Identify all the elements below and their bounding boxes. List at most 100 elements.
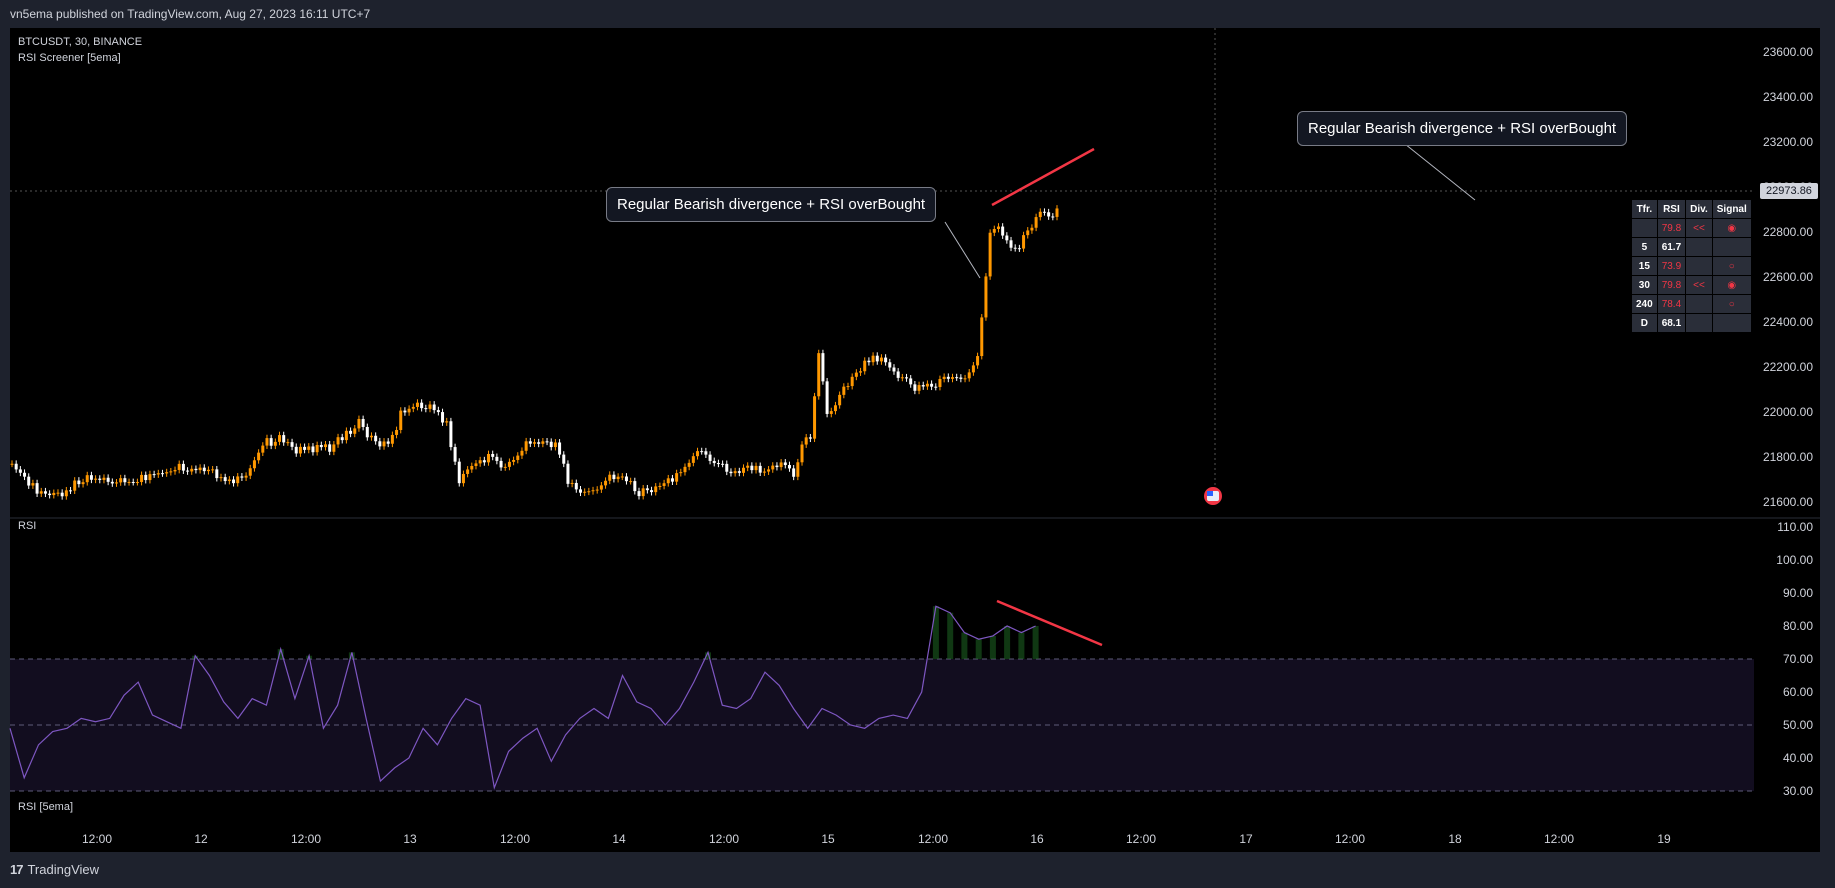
candle-body [984, 276, 988, 318]
candle-body [879, 357, 883, 362]
candle-body [838, 394, 842, 406]
row-div: << [1686, 219, 1712, 237]
candle-body [1038, 211, 1042, 218]
candle-body [821, 353, 825, 382]
row-signal-icon: ◉ [1712, 219, 1751, 237]
candle-body [119, 478, 123, 483]
header-rsi: RSI [1657, 200, 1686, 218]
candle-body [725, 463, 729, 472]
screener-row: 15 73.9 ○ [1632, 257, 1751, 275]
candle-body [336, 437, 340, 445]
candle-body [562, 454, 566, 464]
row-rsi: 79.8 [1657, 276, 1686, 294]
candle-body [712, 460, 716, 464]
price-axis-label: 22200.00 [1763, 360, 1813, 374]
candle-body [854, 372, 858, 377]
candle-body [223, 477, 227, 482]
candle-body [604, 480, 608, 486]
candle-body [516, 455, 520, 460]
candle-body [374, 435, 378, 442]
indicator-legend[interactable]: RSI Screener [5ema] [18, 52, 121, 64]
candle-body [570, 482, 574, 484]
time-axis-label: 12:00 [1544, 832, 1574, 846]
candle-body [541, 441, 545, 444]
price-axis-label: 22800.00 [1763, 225, 1813, 239]
candle-body [683, 466, 687, 473]
row-rsi: 73.9 [1657, 257, 1686, 275]
rsi-axis-label: 40.00 [1783, 751, 1813, 765]
candle-body [796, 462, 800, 477]
candle-body [466, 469, 470, 474]
candle-body [528, 441, 532, 444]
candle-body [127, 481, 131, 483]
candle-body [553, 442, 557, 448]
candle-body [85, 475, 89, 483]
time-axis-label: 17 [1239, 832, 1253, 846]
screener-row: 30 79.8 << ◉ [1632, 276, 1751, 294]
price-axis-label: 21800.00 [1763, 450, 1813, 464]
candle-body [328, 444, 332, 452]
candle-body [415, 402, 419, 407]
tradingview-brand[interactable]: 17 TradingView [10, 862, 99, 877]
candle-body [520, 450, 524, 456]
candle-body [662, 483, 666, 486]
candle-body [608, 474, 612, 481]
candle-body [18, 469, 22, 473]
symbol-legend[interactable]: BTCUSDT, 30, BINANCE [18, 36, 143, 48]
candle-body [123, 478, 127, 483]
row-tf: 30 [1632, 276, 1657, 294]
time-axis-label: 12:00 [291, 832, 321, 846]
candle-body [441, 412, 445, 423]
candle-body [420, 402, 424, 409]
candle-body [1055, 208, 1059, 217]
candle-body [892, 367, 896, 372]
candle-body [470, 465, 474, 470]
candle-body [524, 441, 528, 451]
rsi-divergence-line [996, 599, 1103, 647]
candle-body [140, 474, 144, 483]
candle-body [645, 488, 649, 491]
candle-body [574, 482, 578, 490]
time-axis-label: 15 [821, 832, 835, 846]
candle-body [675, 473, 679, 482]
candle-body [395, 429, 399, 435]
candle-body [324, 444, 327, 448]
candle-body [946, 376, 950, 379]
candle-body [60, 492, 64, 497]
candle-body [599, 485, 603, 490]
candle-body [771, 465, 775, 470]
candle-body [10, 463, 14, 465]
rsi-legend-top[interactable]: RSI [18, 520, 37, 532]
candle-body [399, 410, 403, 430]
divergence-callout-screener[interactable]: Regular Bearish divergence + RSI overBou… [1297, 111, 1628, 146]
candle-body [236, 476, 240, 484]
candle-body [666, 478, 670, 484]
candle-body [43, 491, 47, 494]
candle-body [787, 465, 791, 469]
header-tfr: Tfr. [1632, 200, 1657, 218]
row-tf [1632, 219, 1657, 237]
time-axis-background [10, 790, 1820, 852]
divergence-callout-chart[interactable]: Regular Bearish divergence + RSI overBou… [606, 187, 937, 222]
candle-body [934, 386, 938, 388]
screener-row: 240 78.4 ○ [1632, 295, 1751, 313]
footer-bar: 17 TradingView [0, 852, 1835, 888]
header-div: Div. [1686, 200, 1712, 218]
row-rsi: 68.1 [1657, 314, 1686, 332]
candle-body [211, 469, 215, 471]
candle-body [407, 408, 411, 413]
candle-body [115, 482, 118, 484]
row-div [1686, 238, 1712, 256]
price-axis-label: 21600.00 [1763, 495, 1813, 509]
candle-body [344, 430, 348, 441]
candle-body [232, 479, 236, 484]
row-rsi: 61.7 [1657, 238, 1686, 256]
us-flag-event-icon[interactable] [1204, 487, 1222, 505]
screener-header-row: Tfr. RSI Div. Signal [1632, 200, 1751, 218]
candle-body [156, 473, 160, 475]
candle-body [754, 465, 758, 471]
candle-body [369, 435, 373, 438]
screener-row: 79.8 << ◉ [1632, 219, 1751, 237]
rsi-legend-bottom[interactable]: RSI [5ema] [18, 801, 74, 813]
